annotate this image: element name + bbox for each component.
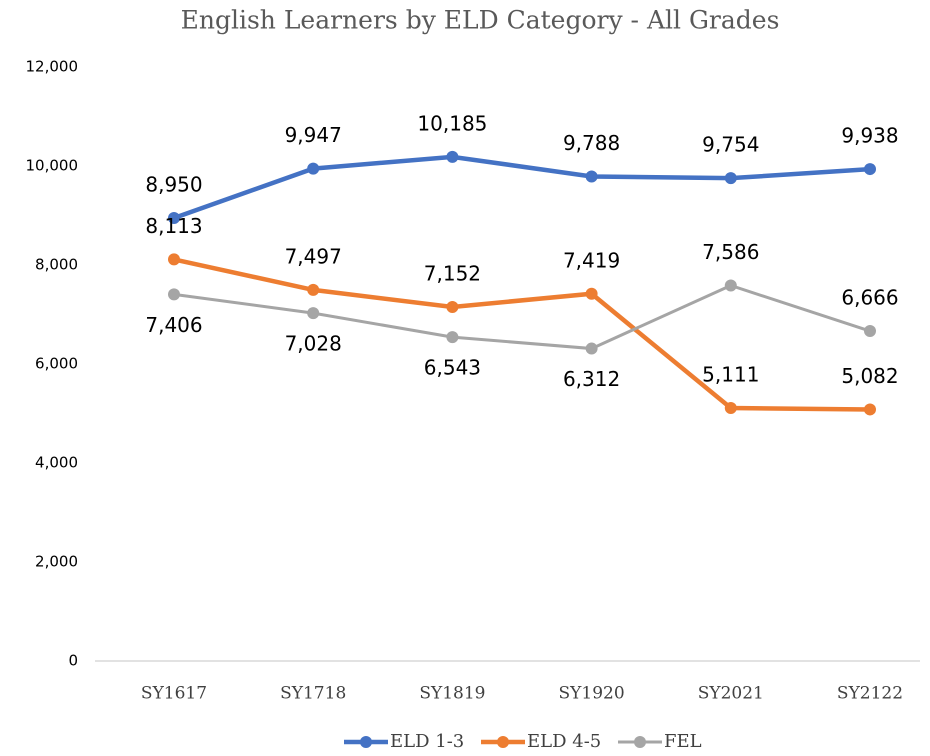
data-point — [585, 342, 598, 355]
data-label: 7,152 — [424, 261, 481, 285]
data-point — [864, 163, 876, 176]
data-label: 8,113 — [145, 214, 202, 238]
data-label: 7,406 — [145, 313, 202, 337]
series-line — [173, 257, 871, 412]
y-tick-label: 2,000 — [35, 553, 78, 571]
data-point — [585, 287, 598, 300]
x-tick-label: SY1920 — [559, 684, 625, 704]
data-label: 7,028 — [285, 332, 342, 356]
chart-title: English Learners by ELD Category - All G… — [181, 6, 780, 35]
y-tick-label: 8,000 — [35, 256, 78, 274]
legend-label: ELD 4-5 — [527, 731, 601, 752]
data-label: 5,111 — [702, 363, 759, 387]
x-tick-label: SY1617 — [141, 684, 207, 704]
data-label: 7,419 — [563, 248, 620, 272]
data-point — [168, 211, 180, 224]
data-label: 9,947 — [285, 123, 342, 147]
legend-marker — [497, 736, 509, 748]
y-tick-label: 4,000 — [35, 454, 78, 472]
data-point — [864, 403, 876, 416]
data-point — [168, 253, 180, 266]
series-line — [173, 154, 871, 221]
data-point — [446, 331, 459, 344]
data-label: 8,950 — [145, 172, 202, 196]
data-label: 6,543 — [424, 356, 481, 380]
data-label: 9,938 — [841, 124, 898, 148]
y-tick-label: 12,000 — [26, 58, 79, 76]
data-point — [724, 279, 737, 292]
data-label: 7,586 — [702, 240, 759, 264]
x-tick-label: SY2122 — [837, 684, 903, 704]
data-label: 6,666 — [841, 286, 898, 310]
data-point — [724, 402, 737, 415]
data-label: 10,185 — [417, 111, 487, 135]
legend-marker — [360, 736, 372, 748]
data-point — [446, 300, 459, 313]
legend-marker — [634, 736, 646, 748]
legend-label: ELD 1-3 — [390, 731, 464, 752]
data-label: 6,312 — [563, 367, 620, 391]
data-point — [307, 283, 320, 296]
data-point — [168, 288, 180, 301]
y-tick-label: 10,000 — [26, 157, 79, 175]
data-point — [864, 325, 876, 338]
data-label: 9,788 — [563, 131, 620, 155]
data-label: 5,082 — [841, 364, 898, 388]
data-label: 7,497 — [285, 244, 342, 268]
data-point — [585, 170, 598, 183]
data-point — [724, 172, 737, 185]
x-tick-label: SY1819 — [419, 684, 485, 704]
y-tick-label: 0 — [68, 652, 78, 670]
data-label: 9,754 — [702, 133, 759, 157]
legend-label: FEL — [664, 731, 702, 752]
x-tick-label: SY2021 — [698, 684, 764, 704]
data-point — [307, 307, 320, 320]
x-tick-label: SY1718 — [280, 684, 346, 704]
data-point — [446, 150, 459, 163]
y-tick-label: 6,000 — [35, 355, 78, 373]
series-line — [173, 283, 871, 351]
data-point — [307, 162, 320, 175]
